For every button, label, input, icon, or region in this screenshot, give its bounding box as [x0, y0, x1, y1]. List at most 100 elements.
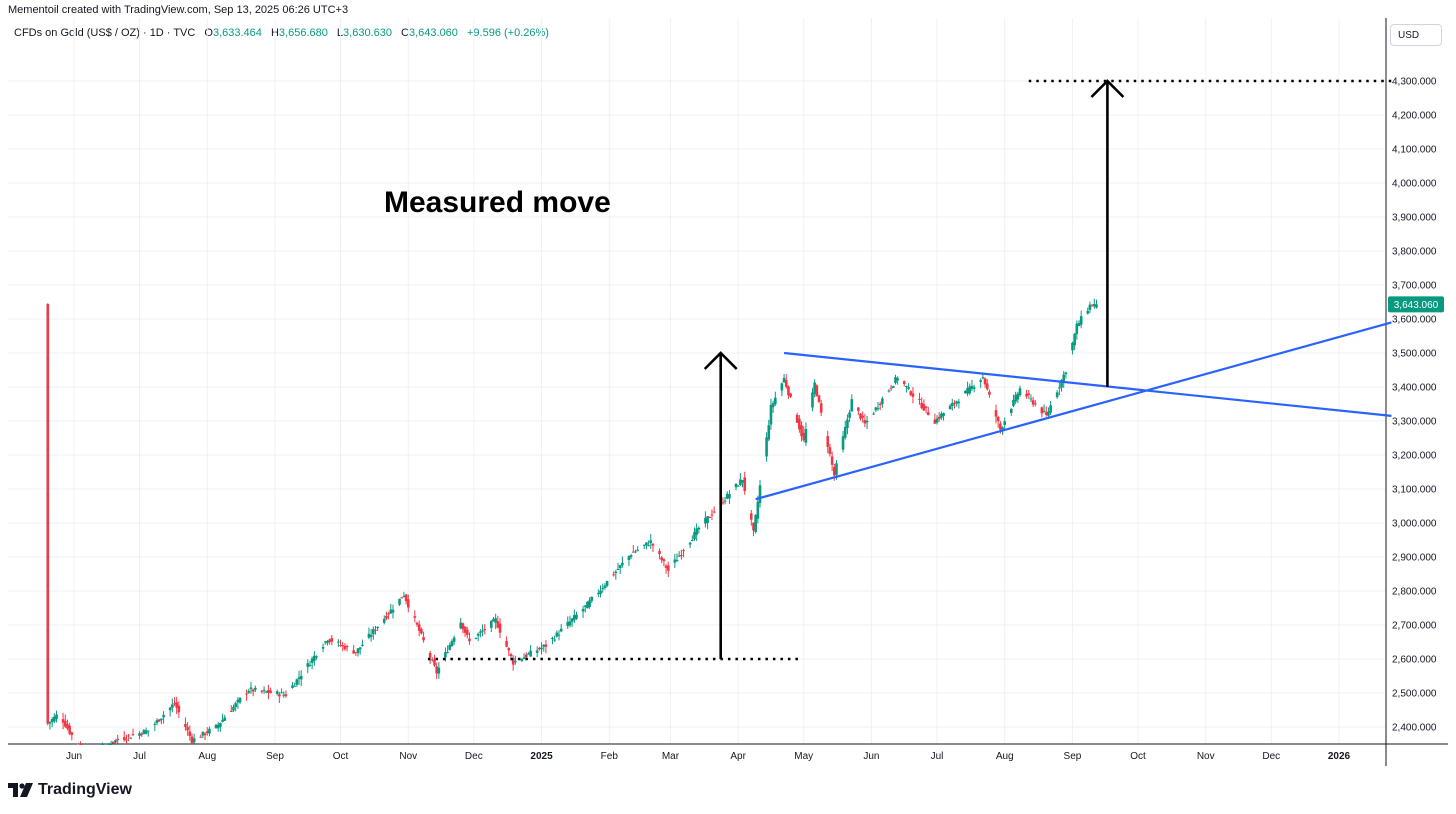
candle-body: [514, 660, 517, 663]
candle: [230, 705, 233, 712]
candle-body: [948, 405, 952, 410]
time-tick-label: Jun: [863, 751, 879, 762]
candle-body: [911, 393, 915, 397]
candle-body: [710, 514, 714, 516]
candle-body: [297, 677, 301, 680]
time-tick-label: Apr: [730, 751, 746, 762]
candle: [415, 621, 419, 627]
candle: [146, 730, 150, 737]
candle: [586, 601, 589, 609]
candle: [708, 516, 712, 519]
candle: [278, 691, 281, 704]
candle-body: [798, 418, 801, 430]
candle-body: [374, 629, 377, 631]
candle: [774, 391, 777, 406]
candle: [601, 583, 605, 593]
time-scale[interactable]: Jun Jul Aug Sep Oct Nov Dec 2025 Feb Mar Apr May Jun…: [66, 751, 1351, 762]
candle: [841, 431, 845, 453]
candle-body: [651, 543, 655, 546]
time-tick-label: Sep: [1064, 751, 1082, 762]
candle-body: [188, 731, 192, 736]
candle-body: [621, 562, 624, 566]
candle-body: [968, 386, 972, 394]
symbol-legend: CFDs on Gold (US$ / OZ) · 1D · TVC O3,63…: [14, 27, 549, 39]
candle-body: [892, 385, 895, 388]
currency-selector[interactable]: USD: [1390, 24, 1442, 46]
candle: [299, 670, 303, 687]
candle-body: [422, 637, 425, 641]
candle: [535, 646, 539, 658]
candle-body: [341, 645, 345, 647]
price-tick-label: 2,400.000: [1392, 723, 1437, 734]
candle: [369, 628, 373, 642]
candle: [79, 741, 82, 745]
candle: [662, 558, 666, 567]
time-tick-label: Sep: [266, 751, 284, 762]
candle: [1040, 406, 1044, 418]
candle-body: [142, 730, 146, 735]
candle: [693, 527, 696, 541]
candle: [590, 596, 594, 603]
candle: [306, 659, 310, 674]
candle-body: [420, 629, 423, 634]
candle: [417, 620, 421, 637]
candle: [553, 635, 556, 643]
tradingview-brand[interactable]: TradingView: [8, 781, 132, 799]
candle-body: [905, 385, 908, 387]
candle: [758, 480, 762, 508]
candle: [345, 644, 349, 652]
candle-body: [771, 403, 775, 408]
candle: [769, 398, 773, 430]
candle-body: [784, 380, 788, 387]
candle-body: [406, 599, 410, 608]
candle: [725, 491, 729, 500]
candle: [112, 741, 115, 744]
candle-body: [308, 664, 312, 667]
candle-body: [483, 629, 487, 631]
candle: [627, 555, 631, 566]
candle: [953, 400, 956, 409]
candle-body: [800, 425, 803, 437]
candle: [647, 540, 650, 547]
candle-body: [461, 623, 465, 630]
candle-body: [872, 413, 875, 415]
candle-body: [632, 551, 635, 553]
low-label: L: [336, 27, 344, 39]
candle-body: [452, 637, 456, 642]
candle: [374, 625, 377, 635]
open-label: O: [204, 27, 213, 39]
candle: [48, 721, 52, 730]
candle-body: [568, 621, 572, 626]
candle: [527, 652, 530, 655]
candle-body: [249, 687, 253, 690]
candle-body: [269, 690, 272, 693]
candle: [402, 591, 406, 598]
candle-body: [660, 557, 664, 560]
candle: [275, 689, 279, 696]
candle-body: [636, 549, 639, 551]
candle: [846, 414, 849, 435]
candle-body: [367, 633, 371, 638]
candle-body: [354, 652, 358, 654]
candle-body: [690, 540, 694, 542]
candle: [461, 622, 465, 634]
drawings[interactable]: [427, 79, 1392, 661]
candles: [46, 298, 1098, 745]
candle: [138, 731, 141, 740]
candle-body: [190, 736, 194, 744]
candle: [723, 496, 727, 505]
candle: [817, 394, 821, 404]
candle: [767, 419, 771, 442]
measured-move-label[interactable]: Measured move: [384, 186, 611, 219]
candle: [254, 685, 257, 692]
candle-body: [964, 390, 967, 394]
candle-body: [950, 402, 954, 407]
candle-body: [53, 716, 56, 722]
close-value: 3,643.060: [408, 27, 458, 39]
candle-body: [463, 626, 467, 633]
candle: [400, 597, 404, 599]
price-tick-label: 2,900.000: [1392, 553, 1437, 564]
candle: [955, 400, 958, 407]
price-scale[interactable]: 2,400.000 2,500.000 2,600.000 2,700.000 2,80…: [1392, 77, 1437, 734]
